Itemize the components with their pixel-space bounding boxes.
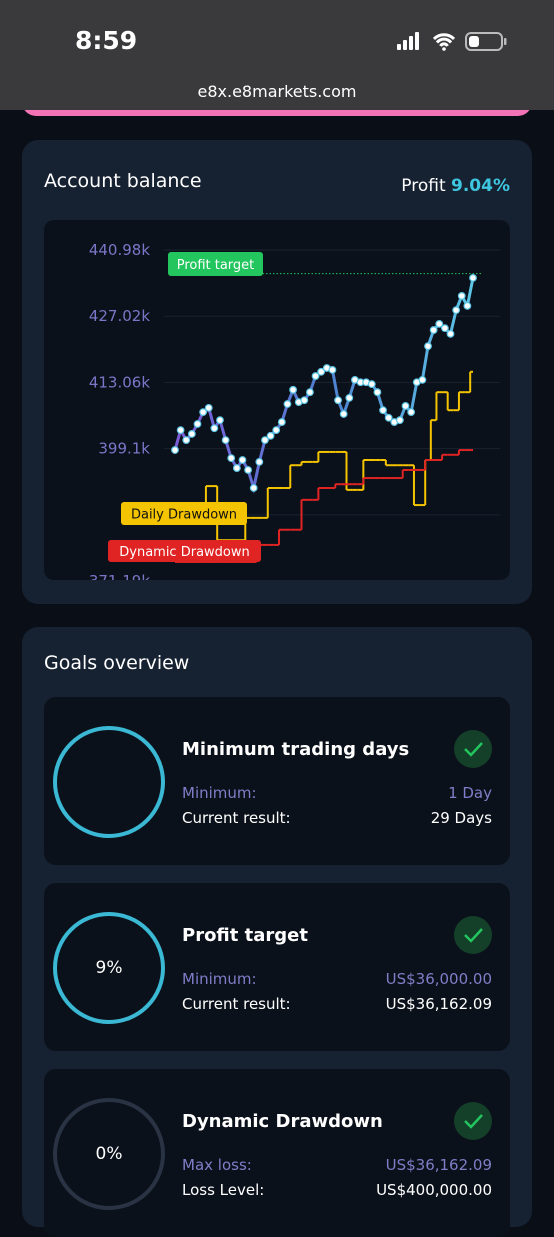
balance-point <box>463 301 472 310</box>
balance-point <box>334 396 342 405</box>
balance-point <box>306 388 314 397</box>
y-tick-label: 413.06k <box>89 373 150 391</box>
balance-point <box>289 385 297 394</box>
goal-row-label: Minimum: <box>182 784 257 802</box>
balance-point <box>266 431 275 440</box>
goal-title: Dynamic Drawdown <box>182 1111 383 1132</box>
balance-point <box>199 408 208 417</box>
balance-point <box>244 466 252 474</box>
balance-point <box>429 326 438 334</box>
balance-point <box>238 456 247 464</box>
check-icon <box>464 742 483 757</box>
balance-point <box>424 342 432 351</box>
balance-point <box>328 365 337 374</box>
y-tick-label: 440.98k <box>89 241 150 259</box>
profit-label: Profit <box>401 176 446 196</box>
goal-card: 9% Profit target Minimum: US$36,000.00 Curre… <box>44 883 510 1051</box>
balance-point <box>401 402 410 410</box>
goal-card: Minimum trading days Minimum: 1 Day Current… <box>44 697 510 865</box>
balance-point <box>187 430 196 438</box>
check-badge <box>454 1102 492 1140</box>
goal-row-label: Minimum: <box>182 970 257 988</box>
goal-row-value: 1 Day <box>448 784 492 802</box>
progress-ring: 0% <box>53 1098 165 1210</box>
status-icons <box>397 32 507 51</box>
balance-point <box>418 375 427 384</box>
balance-point <box>182 436 191 444</box>
balance-point <box>384 413 393 422</box>
legend-label: Dynamic Drawdown <box>119 545 250 560</box>
goal-row-value: US$400,000.00 <box>376 1181 492 1199</box>
balance-point <box>446 329 455 338</box>
check-icon <box>464 928 483 943</box>
chart: 440.98k427.02k413.06k399.1k385371.19kPro… <box>44 220 510 580</box>
legend-box <box>121 502 247 525</box>
goal-card: 0% Dynamic Drawdown Max loss: US$36,162.09 L… <box>44 1069 510 1237</box>
legend-label: Daily Drawdown <box>131 508 237 523</box>
check-badge <box>454 730 492 768</box>
balance-point <box>396 416 404 425</box>
balance-point <box>210 424 219 433</box>
goals-title: Goals overview <box>44 652 190 674</box>
balance-point <box>272 426 281 435</box>
balance-point <box>277 418 286 426</box>
balance-point <box>367 380 376 389</box>
balance-point <box>176 426 185 435</box>
profit-value: 9.04% <box>451 176 510 196</box>
balance-point <box>193 420 202 428</box>
legend-box <box>108 540 261 562</box>
balance-point <box>317 367 326 376</box>
balance-point <box>283 400 292 408</box>
check-icon <box>464 1114 483 1129</box>
url-bar[interactable]: e8x.e8markets.com <box>197 82 357 101</box>
goal-row-label: Max loss: <box>182 1156 252 1174</box>
goal-title: Minimum trading days <box>182 739 410 760</box>
balance-point <box>339 410 348 418</box>
goal-row-value: US$36,000.00 <box>385 970 492 988</box>
balance-point <box>216 416 224 425</box>
balance-point <box>469 273 477 282</box>
progress-ring <box>53 726 165 838</box>
balance-point <box>407 408 416 417</box>
balance-point <box>435 319 444 328</box>
balance-point <box>232 464 241 472</box>
y-tick-label: 371.19k <box>89 572 150 580</box>
balance-point <box>227 454 236 463</box>
balance-point <box>379 406 387 415</box>
legend-label: Profit target <box>177 258 255 273</box>
goal-row-label: Loss Level: <box>182 1181 265 1199</box>
balance-point <box>221 436 230 444</box>
check-badge <box>454 916 492 954</box>
goal-row-label: Current result: <box>182 995 291 1013</box>
goal-row-value: 29 Days <box>430 809 492 827</box>
goal-row-value: US$36,162.09 <box>385 1156 492 1174</box>
balance-point <box>300 396 309 405</box>
clock: 8:59 <box>75 26 138 55</box>
y-tick-label: 427.02k <box>89 307 150 325</box>
balance-point <box>249 484 258 492</box>
balance-point <box>171 446 179 454</box>
balance-point <box>255 458 264 466</box>
chart-panel <box>44 220 510 580</box>
status-bar: 8:59 e8x.e8markets.com <box>0 0 554 110</box>
balance-point <box>452 306 461 315</box>
chart-title: Account balance <box>44 170 202 192</box>
balance-point <box>345 393 354 402</box>
goal-row-label: Current result: <box>182 809 291 827</box>
balance-point <box>261 436 269 444</box>
goal-row-value: US$36,162.09 <box>385 995 492 1013</box>
balance-point <box>204 403 213 412</box>
goal-title: Profit target <box>182 925 308 946</box>
balance-point <box>457 292 466 300</box>
profit: Profit 9.04% <box>401 176 510 196</box>
legend-box <box>168 252 263 276</box>
balance-point <box>311 372 320 380</box>
balance-point <box>373 388 382 397</box>
progress-ring: 9% <box>53 912 165 1024</box>
balance-point <box>440 324 449 333</box>
y-tick-label: 399.1k <box>98 440 150 458</box>
